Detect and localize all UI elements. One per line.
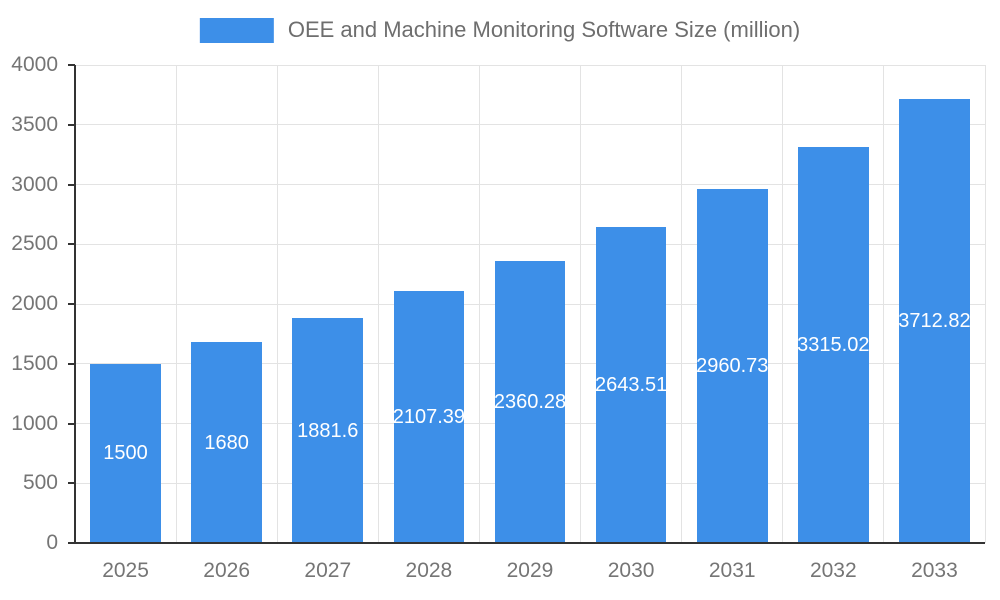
v-gridline (883, 65, 885, 543)
y-tick-label: 1000 (11, 411, 58, 435)
bar (494, 260, 566, 543)
x-tick-label: 2025 (102, 559, 149, 582)
bar (595, 227, 667, 543)
y-tick-mark (68, 64, 75, 66)
bar (899, 99, 970, 543)
x-axis-line (75, 542, 985, 544)
y-tick-label: 1500 (11, 351, 58, 375)
bar (191, 342, 263, 543)
x-tick-label: 2026 (203, 559, 251, 582)
y-tick-label: 4000 (11, 53, 58, 76)
bar-value-label: 3315.02 (797, 333, 870, 356)
y-tick-mark (68, 243, 75, 246)
bar-value-label: 2960.73 (696, 355, 769, 378)
v-gridline (175, 65, 177, 543)
bar-value-label: 2643.51 (594, 374, 668, 397)
h-gridline (75, 243, 985, 245)
y-tick-mark (68, 482, 75, 485)
v-gridline (681, 65, 683, 543)
legend-swatch (199, 17, 274, 43)
bar (292, 318, 364, 543)
bar-value-label: 3712.82 (898, 310, 971, 333)
v-gridline (276, 65, 278, 543)
v-gridline (478, 65, 480, 543)
chart-legend[interactable]: OEE and Machine Monitoring Software Size… (199, 17, 801, 43)
x-tick-label: 2030 (607, 559, 655, 582)
v-gridline (782, 65, 784, 543)
v-gridline (580, 65, 582, 543)
bar (90, 363, 161, 543)
y-tick-mark (68, 123, 75, 126)
v-gridline (377, 65, 379, 543)
y-tick-label: 3000 (11, 172, 58, 196)
y-tick-label: 2500 (11, 232, 58, 256)
bar-value-label: 2107.39 (392, 406, 466, 429)
h-gridline (75, 184, 985, 185)
x-tick-label: 2029 (506, 559, 554, 582)
bar (393, 291, 465, 543)
x-tick-label: 2032 (809, 559, 857, 582)
y-axis-line (74, 65, 76, 543)
x-tick-label: 2031 (708, 559, 756, 582)
y-tick-label: 3500 (11, 112, 58, 136)
bar-value-label: 2360.28 (493, 390, 567, 413)
y-tick-mark (68, 303, 75, 305)
y-tick-mark (68, 362, 75, 365)
v-gridline (984, 65, 986, 543)
bar-value-label: 1500 (103, 442, 148, 465)
h-gridline (75, 124, 985, 126)
x-tick-label: 2033 (911, 559, 958, 582)
bar-value-label: 1680 (204, 431, 249, 454)
y-tick-label: 500 (22, 471, 58, 495)
legend-label: OEE and Machine Monitoring Software Size… (287, 17, 801, 42)
h-gridline (75, 64, 985, 66)
y-tick-mark (68, 183, 75, 186)
y-tick-mark (68, 422, 75, 425)
bar (696, 189, 768, 543)
x-tick-label: 2028 (405, 559, 453, 582)
bar-value-label: 1881.6 (297, 419, 359, 442)
y-tick-label: 0 (46, 531, 58, 554)
x-tick-label: 2027 (304, 559, 352, 582)
y-tick-label: 2000 (11, 292, 58, 315)
bar (797, 146, 869, 543)
y-tick-mark (68, 542, 75, 544)
